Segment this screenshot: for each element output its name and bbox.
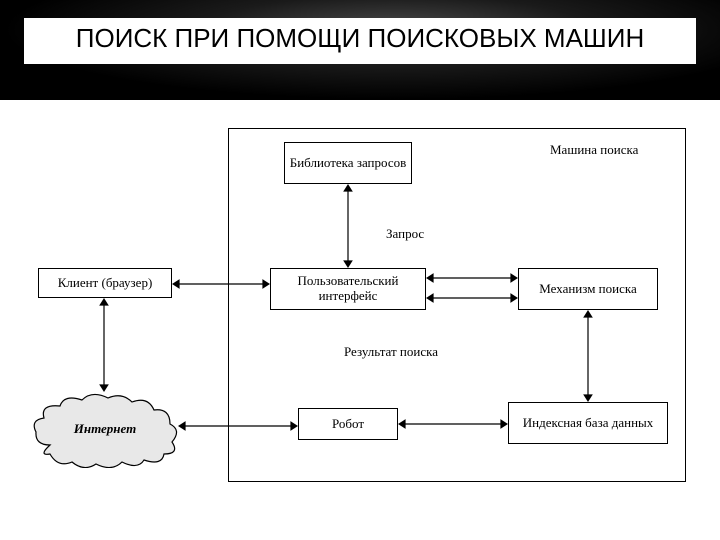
node-client: Клиент (браузер) [38,268,172,298]
slide-title: ПОИСК ПРИ ПОМОЩИ ПОИСКОВЫХ МАШИН [24,18,696,64]
node-library: Библиотека запросов [284,142,412,184]
diagram-canvas: Клиент (браузер) Библиотека запросов Пол… [10,120,710,520]
label-request: Запрос [386,226,424,242]
slide: ПОИСК ПРИ ПОМОЩИ ПОИСКОВЫХ МАШИН Клиент … [0,0,720,540]
internet-label: Интернет [74,421,136,437]
node-indexdb: Индексная база данных [508,402,668,444]
node-robot: Робот [298,408,398,440]
label-engine: Машина поиска [550,142,638,158]
internet-cloud: Интернет [30,390,180,468]
label-result: Результат поиска [344,344,438,360]
node-mechanism: Механизм поиска [518,268,658,310]
node-ui: Пользовательский интерфейс [270,268,426,310]
